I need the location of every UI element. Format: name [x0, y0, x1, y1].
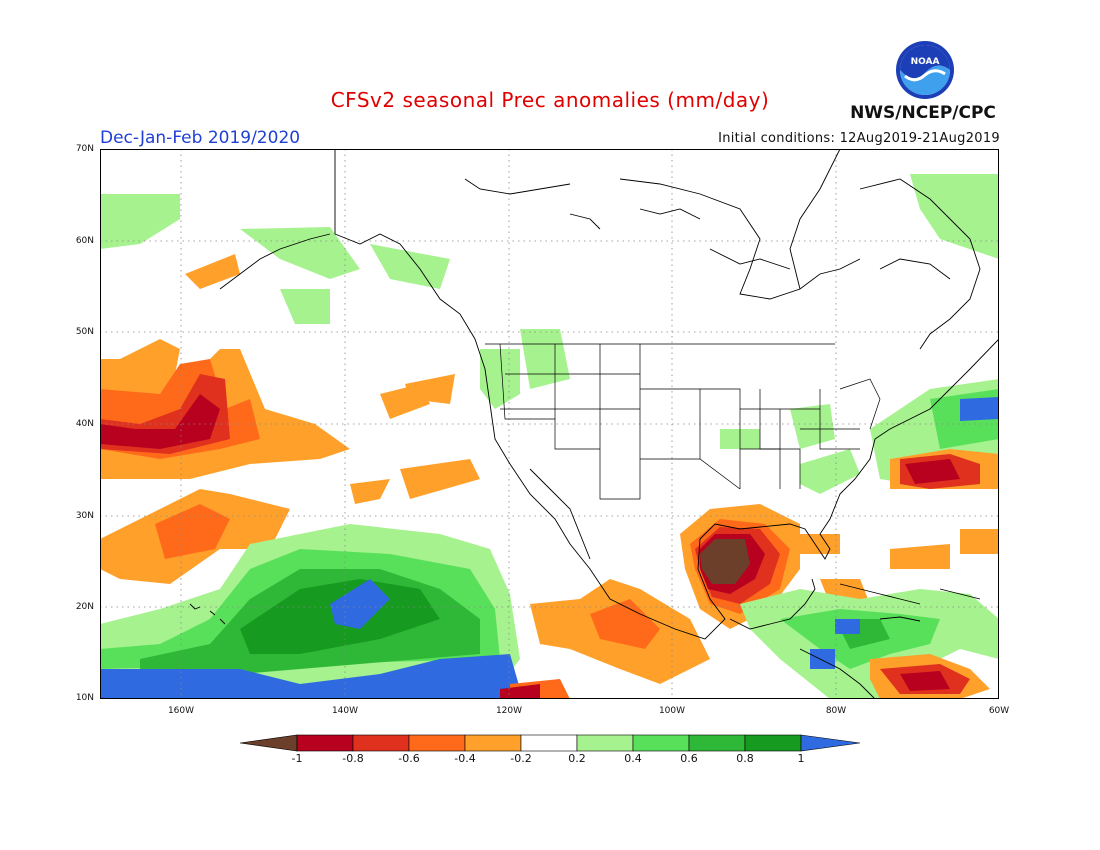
lon-label-160w: 160W [167, 706, 195, 716]
anomaly-patch [400, 459, 480, 499]
agency-label: NWS/NCEP/CPC [850, 103, 996, 123]
anomaly-patch [835, 619, 860, 634]
anomaly-patch [280, 289, 330, 324]
colorbar-swatch [296, 734, 354, 752]
colorbar-label: 0.4 [624, 752, 642, 765]
lat-label-70n: 70N [75, 144, 94, 154]
colorbar-swatch [352, 734, 410, 752]
lat-label-40n: 40N [75, 419, 94, 429]
anomaly-patch [100, 194, 180, 249]
anomaly-patch [790, 404, 835, 449]
anomaly-patch [100, 394, 220, 449]
anomaly-patch [800, 449, 860, 494]
colorbar-swatch [632, 734, 690, 752]
lat-label-10n: 10N [75, 693, 94, 703]
anomaly-patch [100, 654, 520, 699]
colorbar-label: -0.8 [342, 752, 364, 765]
state-borders [485, 343, 881, 500]
anomaly-patch [500, 684, 540, 699]
lon-label-100w: 100W [658, 706, 686, 716]
anomaly-patch [370, 244, 450, 289]
anomaly-patch [905, 459, 960, 484]
colorbar-label: 1 [797, 752, 805, 765]
lat-label-50n: 50N [75, 327, 94, 337]
anomaly-patch [185, 254, 240, 289]
anomaly-patch [700, 539, 750, 584]
anomaly-patch [480, 349, 520, 409]
color-bar [240, 734, 860, 752]
colorbar-label: 0.8 [736, 752, 754, 765]
lat-label-60n: 60N [75, 236, 94, 246]
map-title: CFSv2 seasonal Prec anomalies (mm/day) [330, 88, 770, 112]
noaa-logo-icon: NOAA [895, 40, 955, 100]
anomaly-patch [890, 544, 950, 569]
colorbar-label: -0.6 [398, 752, 420, 765]
colorbar-swatch [688, 734, 746, 752]
anomaly-patch [405, 374, 455, 404]
lon-label-60w: 60W [988, 706, 1010, 716]
colorbar-swatch [744, 734, 802, 752]
anomaly-patch [350, 479, 390, 504]
lon-label-140w: 140W [331, 706, 359, 716]
coastlines [189, 149, 999, 699]
lat-label-20n: 20N [75, 602, 94, 612]
anomaly-patch [240, 227, 360, 279]
colorbar-swatch [408, 734, 466, 752]
colorbar-swatch [464, 734, 522, 752]
anomaly-patch [910, 174, 999, 259]
anomaly-patch [155, 504, 230, 559]
colorbar-swatch [520, 734, 578, 752]
colorbar-label: -0.2 [510, 752, 532, 765]
season-label: Dec-Jan-Feb 2019/2020 [100, 128, 301, 148]
colorbar-swatch [576, 734, 634, 752]
colorbar-label: 0.2 [568, 752, 586, 765]
anomaly-patch [960, 397, 999, 421]
anomaly-patch [900, 671, 950, 691]
lat-label-30n: 30N [75, 511, 94, 521]
anomaly-layer [100, 174, 999, 699]
anomaly-patch [810, 649, 835, 669]
anomaly-patch [590, 599, 660, 649]
colorbar-below-triangle [240, 734, 298, 752]
initial-conditions-label: Initial conditions: 12Aug2019-21Aug2019 [718, 131, 1000, 146]
logo-text: NOAA [911, 57, 940, 67]
colorbar-above-triangle [800, 734, 860, 752]
colorbar-label: -0.4 [454, 752, 476, 765]
colorbar-label: 0.6 [680, 752, 698, 765]
precip-anomaly-map [100, 149, 999, 699]
colorbar-label: -1 [291, 752, 303, 765]
lon-label-80w: 80W [825, 706, 847, 716]
lon-label-120w: 120W [495, 706, 523, 716]
anomaly-patch [960, 529, 999, 554]
grid-lines [100, 149, 999, 699]
